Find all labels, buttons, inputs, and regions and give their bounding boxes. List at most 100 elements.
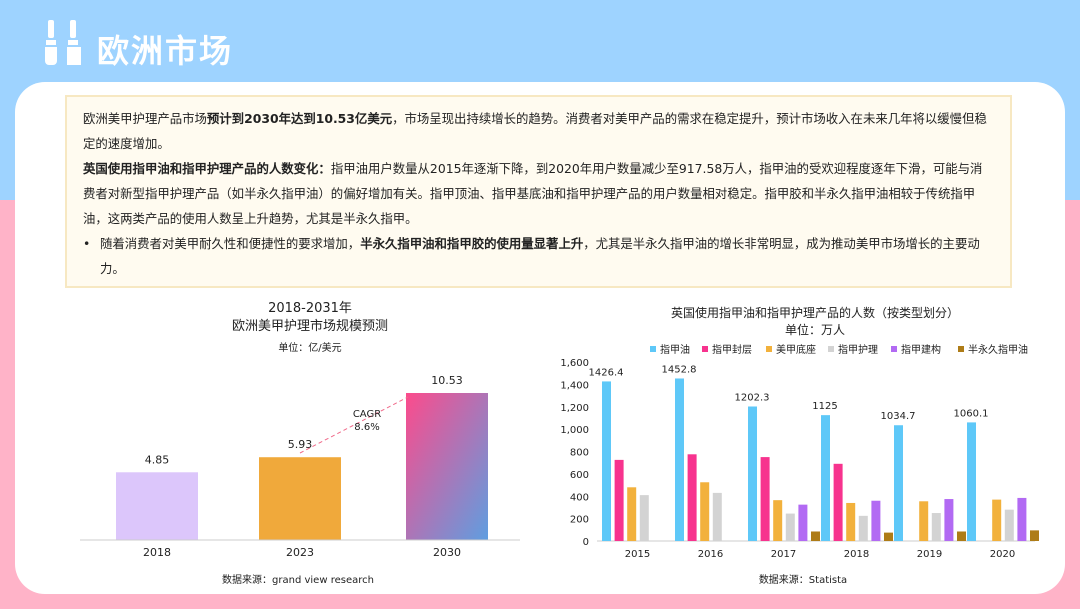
legend-label: 指甲护理 [838, 343, 878, 356]
chart2-x-tick: 2016 [698, 549, 723, 560]
chart2-bar [627, 487, 637, 541]
chart2-y-tick: 800 [570, 448, 589, 459]
chart2-title: 英国使用指甲油和指甲护理产品的人数（按类型划分） [671, 305, 959, 320]
chart2-bar [760, 457, 770, 541]
chart2-y-tick: 400 [570, 492, 589, 503]
chart2-bar [700, 482, 710, 541]
chart2-bar [687, 454, 697, 541]
chart2-bar [1017, 497, 1027, 541]
chart2-subtitle: 单位：万人 [785, 322, 845, 337]
chart1-bar-2018 [116, 472, 198, 540]
chart2-source: 数据来源：Statista [759, 573, 847, 586]
chart1-subtitle: 欧洲美甲护理市场规模预测 [232, 318, 388, 334]
chart2-value-label: 1125 [812, 401, 837, 412]
chart2-x-tick: 2020 [990, 549, 1015, 560]
nail-polish-icon [45, 20, 81, 65]
chart2-bar [785, 513, 795, 541]
legend-swatch [702, 346, 708, 352]
chart2-x-tick: 2018 [844, 549, 869, 560]
summary-box: 欧洲美甲护理产品市场预计到2030年达到10.53亿美元，市场呈现出持续增长的趋… [65, 95, 1012, 288]
chart2-value-label: 1452.8 [662, 364, 697, 375]
chart1-bar-2030 [406, 393, 488, 540]
cagr-value: 8.6% [354, 422, 379, 433]
chart1-unit: 单位：亿/美元 [278, 341, 341, 354]
chart2-bar [675, 378, 684, 541]
chart1-value-label: 4.85 [145, 453, 170, 466]
chart2-bar [1030, 530, 1039, 541]
summary-text-segment: 随着消费者对美甲耐久性和便捷性的要求增加， [100, 236, 361, 251]
chart2-bar [919, 501, 929, 541]
legend-swatch [828, 346, 834, 352]
chart2-bar [833, 463, 843, 541]
chart2-bar [992, 499, 1002, 541]
chart2-y-tick: 1,000 [560, 425, 589, 436]
chart2-bar [773, 500, 783, 541]
chart2-bar [894, 425, 903, 541]
header-banner: 欧洲市场 [0, 0, 1080, 100]
chart2-bar [944, 499, 954, 541]
chart2-value-label: 1202.3 [735, 392, 770, 403]
chart1-title: 2018-2031年 [268, 301, 352, 316]
summary-text-segment: 指甲油用户数量从2015年逐渐下降，到2020年用户数量减少至917.58万人，… [83, 161, 983, 226]
chart2-bar [871, 500, 881, 541]
summary-paragraph-1: 欧洲美甲护理产品市场预计到2030年达到10.53亿美元，市场呈现出持续增长的趋… [83, 106, 994, 156]
chart2-bar [712, 492, 722, 541]
summary-text-segment: 半永久指甲油和指甲胶的使用量显著上升 [360, 236, 584, 251]
chart1-value-label: 10.53 [431, 374, 463, 387]
chart2-y-tick: 600 [570, 470, 589, 481]
chart2-value-label: 1426.4 [589, 367, 624, 378]
chart2-y-tick: 1,200 [560, 403, 589, 414]
chart2-bar [931, 513, 941, 541]
chart2-y-tick: 1,600 [560, 358, 589, 369]
chart2-bar [957, 531, 966, 541]
chart1-source: 数据来源：grand view research [222, 573, 374, 586]
legend-label: 指甲油 [660, 343, 690, 356]
chart2-y-tick: 200 [570, 515, 589, 526]
chart2-bar [639, 495, 649, 541]
legend-label: 指甲封层 [712, 343, 752, 356]
chart2-value-label: 1034.7 [881, 411, 916, 422]
legend-swatch [650, 346, 656, 352]
legend-swatch [766, 346, 772, 352]
summary-text-segment: ，市场呈现出持续增长的趋势。消费者对美甲产品的需求在稳定提升，预计市场收入在未来… [83, 111, 987, 151]
summary-paragraph-2: 英国使用指甲油和指甲护理产品的人数变化：指甲油用户数量从2015年逐渐下降，到2… [83, 156, 994, 231]
chart2-bar [1004, 509, 1014, 541]
chart2-bar [967, 422, 976, 541]
legend-swatch [958, 346, 964, 352]
chart2-bar [884, 532, 893, 541]
chart2-x-tick: 2017 [771, 549, 796, 560]
summary-text-segment: 预计到2030年达到10.53亿美元 [206, 111, 393, 126]
summary-text-segment: 欧洲美甲护理产品市场 [83, 111, 207, 126]
legend-label: 半永久指甲油 [968, 343, 1028, 356]
legend-swatch [891, 346, 897, 352]
chart1-x-tick: 2030 [433, 546, 461, 559]
chart1-x-tick: 2023 [286, 546, 314, 559]
chart2-x-tick: 2019 [917, 549, 942, 560]
cagr-label: CAGR [353, 409, 381, 420]
summary-text-segment: 英国使用指甲油和指甲护理产品的人数变化： [83, 161, 331, 176]
chart2-bar [798, 504, 808, 541]
summary-bullet-text: 随着消费者对美甲耐久性和便捷性的要求增加，半永久指甲油和指甲胶的使用量显著上升，… [100, 231, 994, 281]
chart2-bar [846, 502, 856, 541]
chart2-y-tick: 1,400 [560, 380, 589, 391]
market-size-chart: 2018-2031年 欧洲美甲护理市场规模预测 单位：亿/美元 4.85 2018… [80, 301, 520, 586]
chart1-value-label: 5.93 [288, 438, 313, 451]
chart2-bar [602, 381, 611, 541]
chart2-bar [748, 406, 757, 541]
page-title: 欧洲市场 [97, 32, 234, 70]
chart2-bar [858, 515, 868, 541]
uk-users-chart: 英国使用指甲油和指甲护理产品的人数（按类型划分） 单位：万人 指甲油 指甲封层 美甲… [560, 305, 1039, 586]
chart2-bar [614, 459, 624, 541]
cagr-trend-line [299, 396, 409, 454]
legend-label: 指甲建构 [901, 343, 941, 356]
summary-bullet: • 随着消费者对美甲耐久性和便捷性的要求增加，半永久指甲油和指甲胶的使用量显著上… [83, 231, 994, 281]
summary-text-segment: ，尤其是半永久指甲油的增长非常明显，成为推动美甲市场增长的主要动力。 [100, 236, 980, 276]
chart2-x-tick: 2015 [625, 549, 650, 560]
chart2-bar [821, 415, 830, 541]
bullet-dot-icon: • [83, 236, 91, 251]
chart1-x-tick: 2018 [143, 546, 171, 559]
chart2-value-label: 1060.1 [954, 408, 989, 419]
legend-label: 美甲底座 [776, 343, 816, 356]
chart1-bar-2023 [259, 457, 341, 540]
chart2-y-tick: 0 [583, 537, 589, 548]
